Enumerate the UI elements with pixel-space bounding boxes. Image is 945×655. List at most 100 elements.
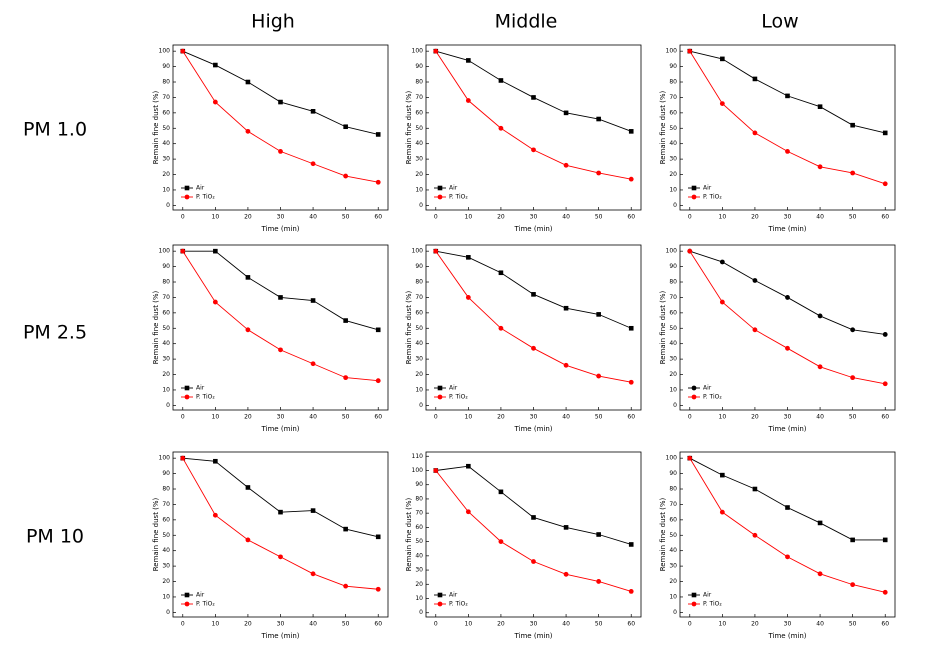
- series-line: [182, 250, 379, 382]
- plot-frame: [425, 244, 642, 411]
- marker: [310, 361, 316, 367]
- y-tick-label: 80: [669, 79, 677, 86]
- series-line: [435, 250, 632, 329]
- marker: [466, 58, 471, 63]
- x-tick-label: 60: [881, 621, 889, 628]
- marker: [343, 375, 349, 381]
- y-tick-label: 30: [162, 356, 170, 363]
- marker: [212, 512, 218, 518]
- marker: [628, 325, 634, 331]
- x-tick-label: 40: [309, 621, 317, 628]
- column-label: Low: [761, 11, 798, 33]
- marker: [278, 99, 283, 105]
- y-tick-label: 0: [673, 202, 677, 209]
- x-tick-label: 60: [374, 414, 382, 421]
- marker: [343, 124, 348, 130]
- x-tick-label: 60: [374, 214, 382, 221]
- marker: [245, 327, 251, 333]
- y-axis-label: Remain fine dust (%): [405, 90, 413, 164]
- marker: [752, 130, 758, 136]
- x-tick-label: 10: [719, 214, 727, 221]
- series-line: [182, 250, 379, 331]
- chart: 0 10 20 30 40 50 60 70 80 90 100 0 10 20 30 40 50 60 Time …: [659, 451, 896, 640]
- x-axis-label: Time (min): [767, 225, 806, 233]
- marker: [180, 48, 186, 54]
- y-tick-label: 40: [415, 552, 423, 559]
- y-tick-label: 30: [415, 356, 423, 363]
- y-tick-label: 50: [415, 325, 423, 332]
- chart: 0 10 20 30 40 50 60 70 80 90 100 0 10 20 30 40 50 60 Time …: [152, 244, 389, 433]
- marker: [785, 345, 790, 351]
- plot-frame: [679, 451, 896, 618]
- y-tick-label: 100: [159, 48, 171, 55]
- series-line: [689, 250, 886, 335]
- y-tick-label: 20: [669, 578, 677, 585]
- y-tick-label: 0: [419, 202, 423, 209]
- legend-label: P. TiO₂: [196, 394, 215, 401]
- y-tick-label: 100: [159, 248, 171, 255]
- marker: [245, 485, 251, 490]
- y-tick-label: 10: [415, 386, 423, 393]
- y-tick-label: 100: [412, 248, 424, 255]
- marker: [882, 589, 888, 595]
- legend-marker: [691, 601, 697, 607]
- y-axis-label: Remain fine dust (%): [405, 497, 413, 571]
- marker: [278, 149, 283, 154]
- x-tick-label: 0: [688, 214, 692, 221]
- marker: [785, 295, 790, 300]
- y-tick-label: 30: [669, 356, 677, 363]
- chart: 0 10 20 30 40 50 60 70 80 90 100 0 10 20 30 40 50 60 Time …: [152, 44, 389, 233]
- column-label: Middle: [495, 11, 558, 33]
- y-tick-label: 20: [162, 371, 170, 378]
- x-tick-label: 10: [212, 214, 220, 221]
- y-axis-label: Remain fine dust (%): [152, 90, 160, 164]
- marker: [531, 515, 536, 520]
- y-tick-label: 40: [162, 140, 170, 147]
- y-axis-label: Remain fine dust (%): [152, 290, 160, 364]
- y-tick-label: 60: [415, 524, 423, 531]
- marker: [596, 373, 602, 379]
- x-tick-label: 0: [688, 621, 692, 628]
- marker: [343, 526, 348, 532]
- x-tick-label: 10: [465, 414, 473, 421]
- chart: 0 10 20 30 40 50 60 70 80 90 100 110 0 10 20 30 40 50 60 Ti…: [405, 451, 642, 640]
- y-tick-label: 10: [415, 186, 423, 193]
- plot-frame: [679, 244, 896, 411]
- marker: [882, 332, 888, 337]
- marker: [375, 132, 381, 137]
- marker: [531, 559, 536, 564]
- x-tick-label: 60: [881, 414, 889, 421]
- chart: 0 10 20 30 40 50 60 70 80 90 100 0 10 20 30 40 50 60 Time …: [405, 44, 642, 233]
- marker: [596, 170, 602, 176]
- x-tick-label: 60: [881, 214, 889, 221]
- marker: [465, 98, 471, 103]
- marker: [720, 472, 725, 478]
- x-tick-label: 20: [751, 214, 759, 221]
- x-tick-label: 30: [784, 414, 792, 421]
- marker: [278, 554, 283, 560]
- y-tick-label: 50: [415, 125, 423, 132]
- y-tick-label: 30: [669, 156, 677, 163]
- x-tick-label: 0: [434, 214, 438, 221]
- legend-marker: [691, 385, 697, 391]
- marker: [180, 248, 186, 254]
- y-tick-label: 0: [673, 402, 677, 409]
- marker: [498, 78, 504, 83]
- marker: [628, 588, 634, 594]
- y-tick-label: 70: [669, 294, 677, 301]
- y-tick-label: 40: [669, 547, 677, 554]
- marker: [310, 298, 316, 303]
- marker: [278, 347, 283, 353]
- x-tick-label: 40: [816, 621, 824, 628]
- x-tick-label: 40: [562, 621, 570, 628]
- marker: [531, 345, 536, 351]
- marker: [433, 468, 439, 473]
- y-tick-label: 60: [162, 109, 170, 116]
- marker: [596, 116, 601, 122]
- marker: [531, 95, 536, 100]
- legend-marker: [437, 394, 443, 400]
- y-tick-label: 60: [669, 309, 677, 316]
- marker: [465, 509, 471, 515]
- marker: [245, 79, 251, 85]
- legend-marker: [691, 394, 697, 400]
